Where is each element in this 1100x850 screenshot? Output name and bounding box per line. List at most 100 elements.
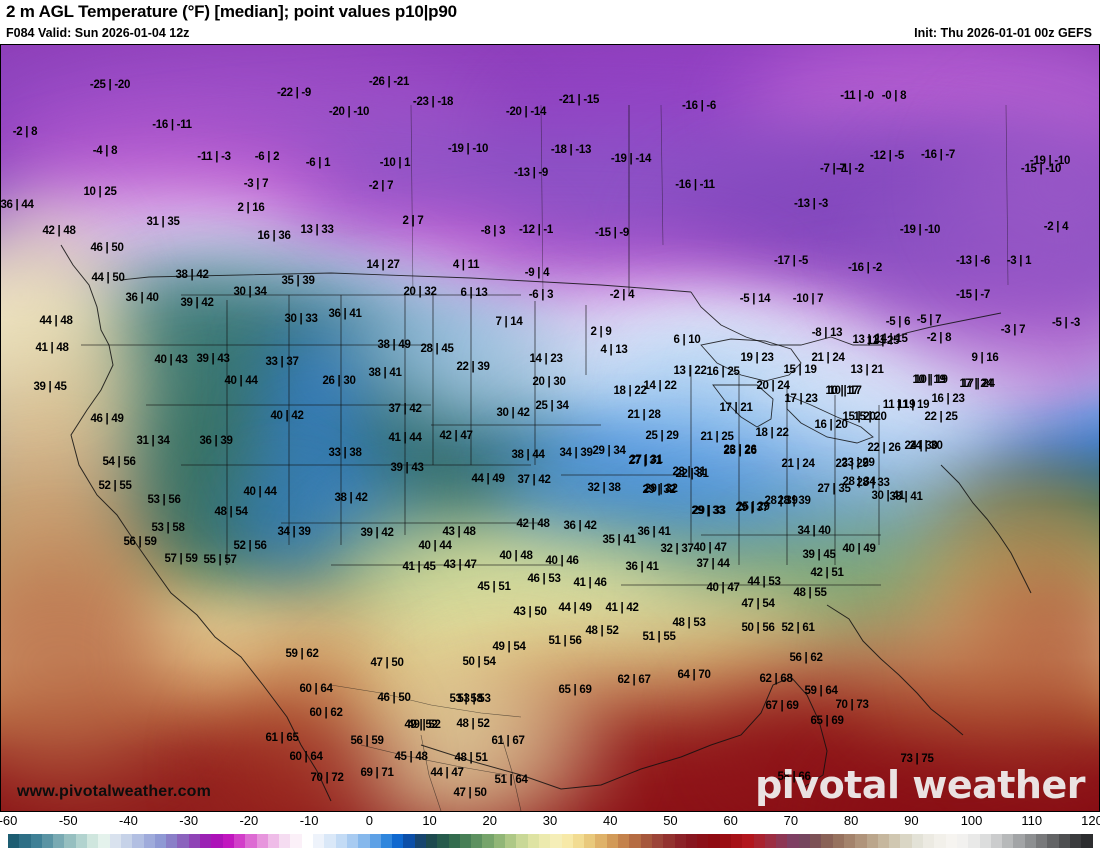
colorbar-segment	[866, 834, 878, 848]
colorbar-segment	[742, 834, 754, 848]
point-value-label: 45 | 51	[477, 581, 511, 593]
point-value-label: -16 | -11	[152, 119, 192, 131]
point-value-label: 37 | 42	[388, 403, 422, 415]
colorbar-segment	[787, 834, 799, 848]
colorbar-segment	[979, 834, 991, 848]
isotherm-region	[321, 515, 541, 635]
point-value-label: -16 | -11	[675, 179, 715, 191]
point-value-label: 24 | 30	[909, 440, 943, 452]
point-value-label: 42 | 51	[810, 567, 844, 579]
colorbar-segment	[245, 834, 257, 848]
point-value-label: 23 | 29	[841, 457, 875, 469]
colorbar-segment	[674, 834, 686, 848]
point-value-label: 31 | 34	[136, 435, 170, 447]
point-value-label: 13 | 33	[300, 224, 334, 236]
colorbar-tick: -50	[58, 813, 78, 828]
colorbar-segment	[482, 834, 494, 848]
map-viewport[interactable]: -25 | -20 -2 | 8 -4 | 8 -16 | -11 -11 | -3 -6…	[0, 44, 1100, 812]
point-value-label: -15 | -10	[1020, 163, 1062, 175]
point-value-label: 21 | 24	[811, 352, 845, 364]
colorbar-segment	[313, 834, 325, 848]
point-value-label: 36 | 42	[563, 520, 597, 532]
point-value-label: 22 | 26	[867, 442, 901, 454]
point-value-label: 2 | 16	[237, 202, 265, 214]
point-value-label: 33 | 37	[265, 356, 299, 368]
point-value-label: 35 | 41	[602, 534, 636, 546]
point-value-label: -2 | 4	[1043, 221, 1069, 233]
point-value-label: 73 | 75	[900, 753, 934, 765]
point-value-label: 36 | 40	[125, 292, 159, 304]
point-value-label: 59 | 64	[804, 685, 838, 697]
point-value-label: 40 | 49	[842, 543, 876, 555]
colorbar-segment	[392, 834, 404, 848]
colorbar-segment	[561, 834, 573, 848]
point-value-label: 21 | 25	[700, 431, 734, 443]
colorbar-segment	[618, 834, 630, 848]
point-value-label: -26 | -21	[368, 76, 410, 88]
point-value-label: -25 | -20	[89, 79, 131, 91]
point-value-label: 20 | 30	[532, 376, 566, 388]
colorbar-segment	[968, 834, 980, 848]
point-value-label: 10 | 19	[912, 374, 946, 386]
point-value-label: 15 | 20	[853, 411, 887, 423]
point-value-label: 25 | 26	[723, 445, 757, 457]
point-value-label: 18 | 22	[755, 427, 789, 439]
brand-watermark: pivotal weather	[755, 763, 1085, 807]
point-value-label: -13 | -6	[955, 255, 991, 267]
colorbar-segment	[120, 834, 133, 848]
point-value-label: 53 | 56	[147, 494, 181, 506]
point-value-label: 2 | 9	[590, 326, 612, 338]
point-value-label: 40 | 44	[418, 540, 452, 552]
point-value-label: 60 | 62	[309, 707, 343, 719]
colorbar-tick: 70	[783, 813, 799, 828]
point-value-label: -12 | -1	[518, 224, 554, 236]
point-value-label: 52 | 55	[98, 480, 132, 492]
colorbar-segment	[279, 834, 291, 848]
colorbar-segment	[843, 834, 856, 848]
colorbar-segment	[188, 834, 201, 848]
point-value-label: 16 | 23	[931, 393, 965, 405]
point-value-label: 28 | 34	[842, 476, 876, 488]
isotherm-region	[961, 565, 1099, 765]
point-value-label: -7 | -1	[820, 163, 848, 175]
point-value-label: -3 | 7	[243, 178, 269, 190]
point-value-label: 62 | 67	[617, 674, 651, 686]
point-value-label: 40 | 46	[545, 555, 579, 567]
point-value-label: 41 | 44	[388, 432, 422, 444]
colorbar-segment	[380, 834, 393, 848]
point-value-label: 35 | 39	[281, 275, 315, 287]
colorbar-segment	[1058, 834, 1070, 848]
point-value-label: 10 | 17	[828, 385, 862, 397]
colorbar-segment	[87, 834, 99, 848]
point-value-label: 48 | 52	[456, 718, 490, 730]
point-value-label: -6 | 1	[305, 157, 331, 169]
colorbar-segment	[448, 834, 460, 848]
point-value-label: -19 | -14	[610, 153, 652, 165]
point-value-label: 28 | 39	[764, 495, 798, 507]
colorbar-segment	[832, 834, 844, 848]
point-value-label: 10 | 17	[825, 385, 859, 397]
colorbar-segment	[877, 834, 890, 848]
point-value-label: -3 | 1	[1006, 255, 1032, 267]
point-value-label: 47 | 50	[370, 657, 404, 669]
colorbar-segment	[256, 834, 268, 848]
point-value-label: 48 | 51	[454, 752, 488, 764]
colorbar-segment	[572, 834, 585, 848]
point-value-label: -2 | 7	[368, 180, 394, 192]
point-value-label: -10 | 1	[379, 157, 411, 169]
point-value-label: 48 | 53	[672, 617, 706, 629]
point-value-label: 60 | 64	[289, 751, 323, 763]
point-value-label: 23 | 31	[672, 466, 706, 478]
point-value-label: 65 | 69	[558, 684, 592, 696]
point-value-label: 49 | 54	[492, 641, 526, 653]
colorbar-segment	[403, 834, 415, 848]
point-value-label: 40 | 44	[243, 486, 277, 498]
point-value-label: 67 | 69	[765, 700, 799, 712]
point-value-label: 52 | 61	[781, 622, 815, 634]
point-value-label: 36 | 41	[328, 308, 362, 320]
point-value-label: 13 | 21	[850, 364, 884, 376]
point-value-label: -19 | -10	[899, 224, 941, 236]
colorbar-segment	[64, 834, 76, 848]
point-value-label: -17 | -5	[773, 255, 809, 267]
point-value-label: -2 | 8	[12, 126, 38, 138]
